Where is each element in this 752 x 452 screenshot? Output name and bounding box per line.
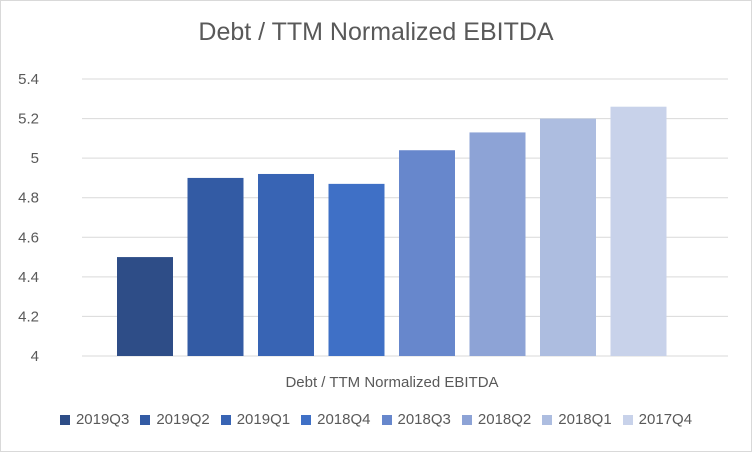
- y-tick-label: 4.4: [18, 269, 39, 286]
- legend-swatch: [301, 414, 312, 425]
- y-tick-label: 5: [31, 150, 39, 167]
- bar-2017Q4: [610, 106, 667, 356]
- bar-2019Q2: [187, 177, 244, 356]
- y-tick-label: 5.4: [18, 71, 39, 88]
- legend-swatch: [381, 414, 392, 425]
- bar-2018Q2: [469, 132, 526, 356]
- bar-2018Q4: [328, 183, 385, 356]
- legend-item-2017Q4: 2017Q4: [622, 411, 693, 428]
- legend-swatch: [140, 414, 151, 425]
- legend-item-2018Q1: 2018Q1: [542, 411, 612, 428]
- y-tick-label: 5.2: [18, 111, 39, 128]
- legend-item-2018Q3: 2018Q3: [381, 411, 451, 428]
- bar-2018Q1: [540, 118, 596, 356]
- legend-swatch: [461, 414, 472, 425]
- chart-title: Debt / TTM Normalized EBITDA: [198, 18, 554, 46]
- bar-2019Q1: [258, 173, 314, 356]
- legend-label: 2019Q2: [156, 411, 210, 428]
- legend-item-2018Q2: 2018Q2: [461, 411, 532, 428]
- legend-item-2019Q1: 2019Q1: [220, 411, 291, 428]
- legend-swatch: [622, 414, 633, 425]
- legend-label: 2018Q1: [558, 411, 612, 428]
- legend-item-2019Q3: 2019Q3: [59, 411, 130, 428]
- legend-label: 2019Q3: [75, 411, 130, 428]
- legend-swatch: [59, 414, 70, 425]
- legend-label: 2017Q4: [638, 411, 693, 428]
- legend-label: 2018Q2: [477, 411, 532, 428]
- x-axis-label: Debt / TTM Normalized EBITDA: [285, 374, 498, 391]
- y-tick-label: 4.2: [18, 308, 39, 325]
- legend-swatch: [542, 414, 553, 425]
- y-axis-tick-labels: 4 4.2 4.4 4.6 4.8 5 5.2 5.4: [18, 71, 39, 365]
- legend-item-2019Q2: 2019Q2: [140, 411, 210, 428]
- y-tick-label: 4: [31, 348, 39, 365]
- legend-swatch: [220, 414, 231, 425]
- bar-2019Q3: [117, 257, 173, 356]
- legend-label: 2018Q4: [317, 411, 371, 428]
- bars: [117, 106, 667, 356]
- legend-label: 2019Q1: [236, 411, 291, 428]
- legend-label: 2018Q3: [397, 411, 451, 428]
- bar-2018Q3: [399, 150, 455, 356]
- legend: 2019Q3 2019Q2 2019Q1 2018Q4 2018Q3 2018Q2 2018…: [0, 411, 752, 428]
- legend-item-2018Q4: 2018Q4: [301, 411, 371, 428]
- y-tick-label: 4.6: [18, 229, 39, 246]
- y-tick-label: 4.8: [18, 190, 39, 207]
